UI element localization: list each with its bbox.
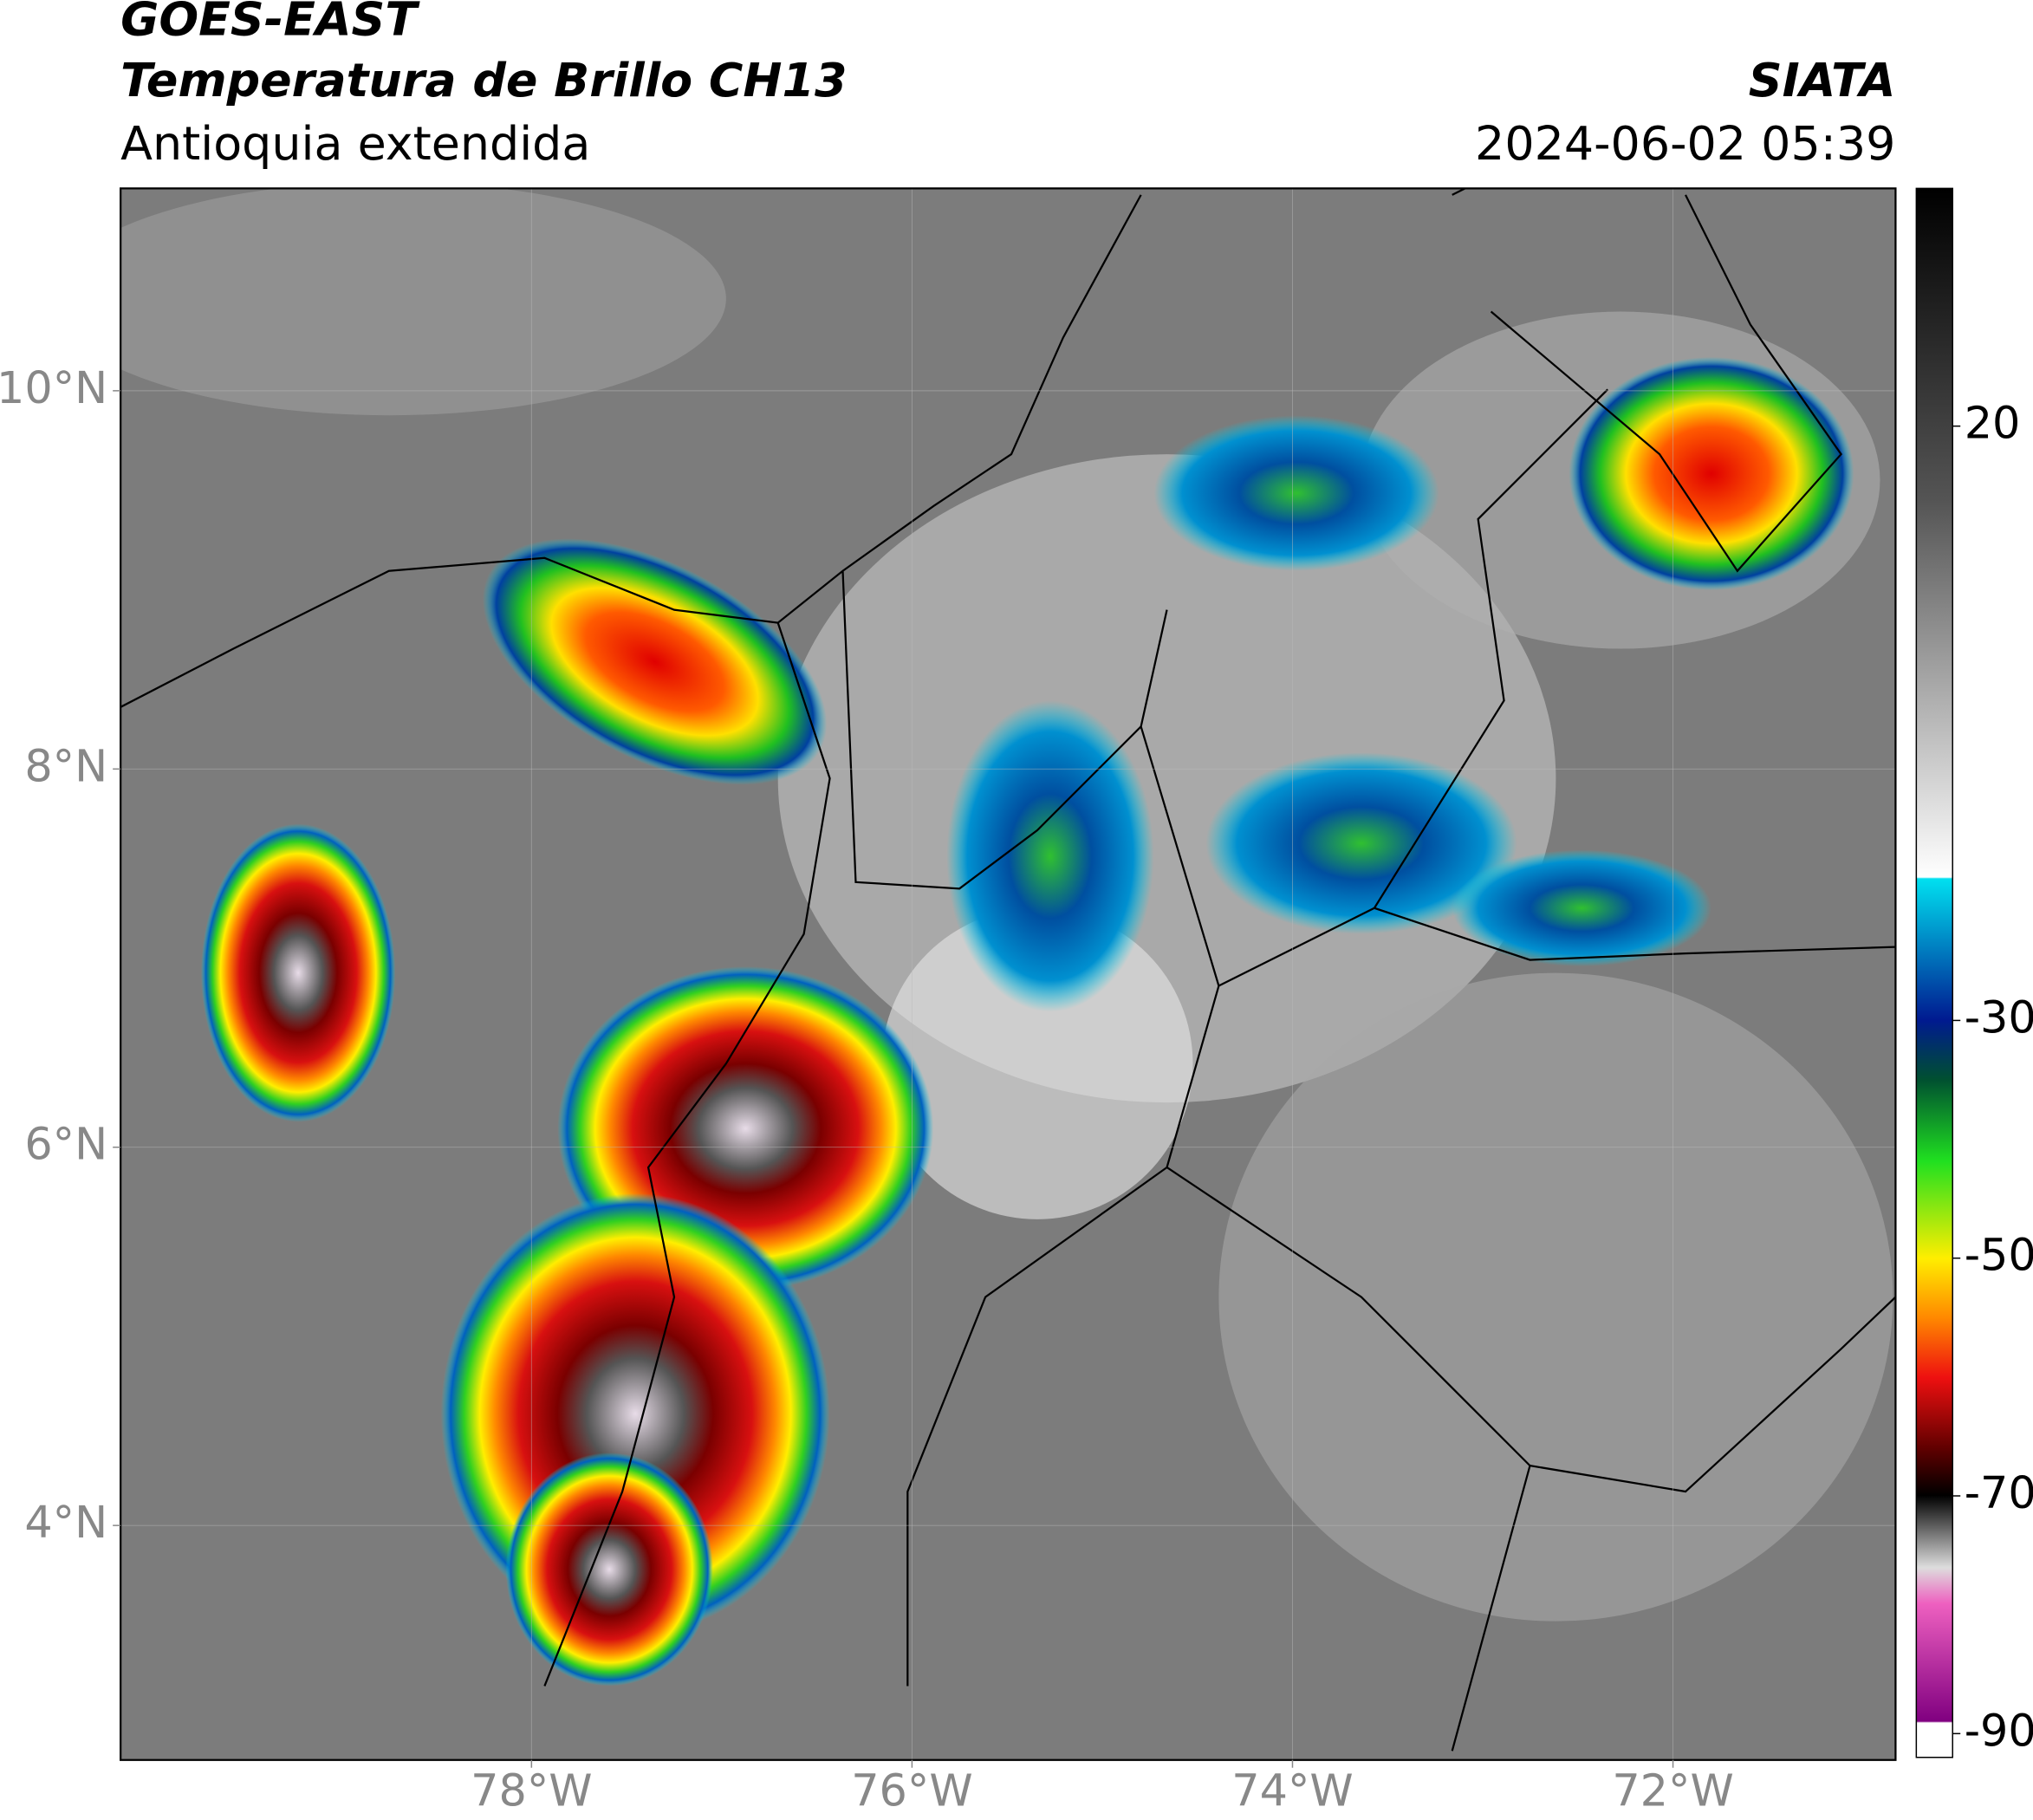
map-frame <box>120 187 1897 1761</box>
colorbar-tick-label: -30 <box>1965 991 2033 1043</box>
subtitle: Temperatura de Brillo CH13 <box>120 53 847 107</box>
x-tick-label: 72°W <box>1612 1765 1733 1817</box>
agency: SIATA <box>1749 53 1896 107</box>
map-image <box>120 188 1896 1760</box>
y-tick-label: 8°N <box>24 740 107 791</box>
x-tick-label: 74°W <box>1231 1765 1353 1817</box>
colorbar-tick-label: -90 <box>1965 1705 2033 1756</box>
region: Antioquia extendida <box>120 116 590 171</box>
datetime: 2024-06-02 05:39 <box>1475 116 1895 171</box>
colorbar-tick-label: -70 <box>1965 1467 2033 1518</box>
colorbar <box>1915 187 1953 1758</box>
x-tick-label: 78°W <box>471 1765 592 1817</box>
graticule <box>120 188 1896 1760</box>
colorbar-tick-label: -50 <box>1965 1230 2033 1281</box>
y-tick-label: 10°N <box>0 362 107 413</box>
x-tick-label: 76°W <box>851 1765 972 1817</box>
colorbar-tick-label: 20 <box>1965 398 2021 449</box>
y-tick-label: 6°N <box>24 1119 107 1170</box>
y-tick-label: 4°N <box>24 1497 107 1548</box>
title: GOES-EAST <box>120 0 420 47</box>
